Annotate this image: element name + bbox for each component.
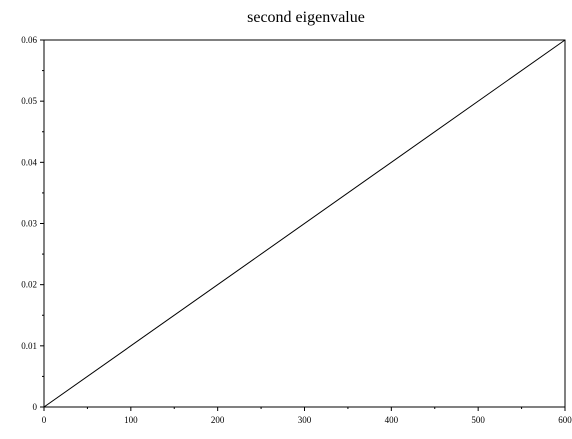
- x-tick-label: 300: [298, 415, 312, 425]
- x-axis-ticks: 0 100 200 300 400 500 600: [42, 407, 572, 425]
- x-tick-label: 400: [385, 415, 399, 425]
- x-tick-label: 0: [42, 415, 47, 425]
- x-tick-label: 200: [211, 415, 225, 425]
- y-tick-label: 0.04: [21, 157, 37, 167]
- y-tick-label: 0: [33, 402, 38, 412]
- y-tick-label: 0.02: [21, 280, 37, 290]
- y-tick-label: 0.01: [21, 341, 37, 351]
- x-tick-label: 500: [471, 415, 485, 425]
- y-axis-ticks: 0 0.01 0.02 0.03 0.04 0.05 0.06: [21, 35, 44, 412]
- y-tick-label: 0.03: [21, 219, 37, 229]
- x-tick-label: 600: [558, 415, 572, 425]
- series-line: [43, 39, 566, 408]
- chart-title: second eigenvalue: [247, 9, 365, 26]
- y-tick-label: 0.06: [21, 35, 37, 45]
- y-tick-label: 0.05: [21, 96, 37, 106]
- series-layer: [43, 39, 566, 408]
- x-tick-label: 100: [124, 415, 138, 425]
